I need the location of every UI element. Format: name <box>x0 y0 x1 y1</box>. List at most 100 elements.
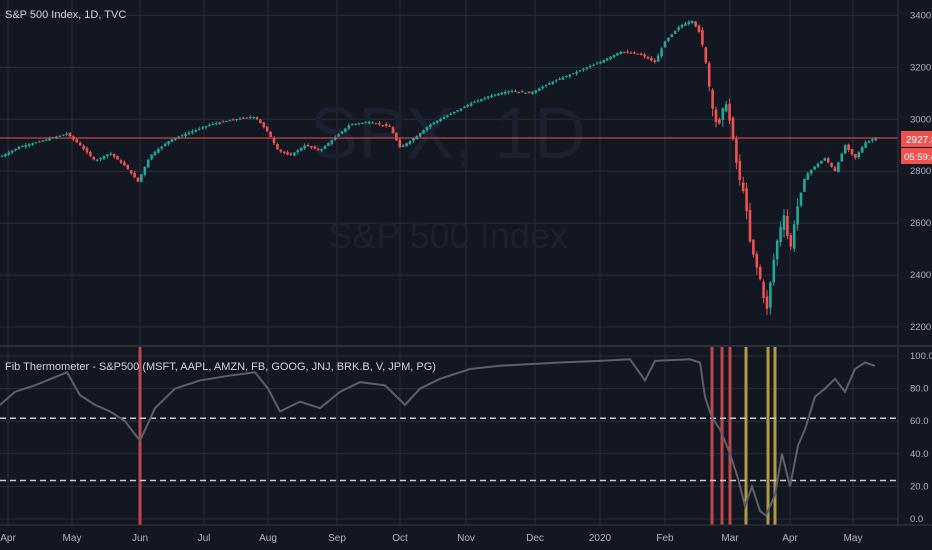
red-signal-bar <box>138 347 142 525</box>
candle-body <box>286 152 289 155</box>
candle-body <box>752 239 755 255</box>
candle-body <box>843 145 847 154</box>
candle-body <box>602 60 606 63</box>
candle-body <box>452 111 456 114</box>
candle-body <box>673 30 677 34</box>
candle-body <box>238 118 242 120</box>
candle-body <box>418 132 422 137</box>
time-tick-label: Feb <box>656 533 674 544</box>
candle-body <box>282 151 286 154</box>
candle-body <box>840 153 844 162</box>
candle-body <box>221 121 225 123</box>
candle-body <box>826 158 830 163</box>
time-tick-label: Dec <box>526 533 544 544</box>
candle-body <box>687 21 691 25</box>
candle-body <box>714 109 718 122</box>
candle-body <box>228 120 232 122</box>
candle-body <box>289 153 293 155</box>
candle-body <box>503 91 507 94</box>
price-tick-label: 2400.0 <box>910 270 932 281</box>
candle-body <box>599 61 602 64</box>
candle-body <box>850 149 854 155</box>
candle-body <box>520 91 524 93</box>
candle-body <box>129 170 133 174</box>
pane-divider[interactable] <box>0 345 932 347</box>
price-tick-label: 3400.0 <box>910 10 932 21</box>
candle-body <box>469 103 473 106</box>
osc-tick-label: 40.0 <box>910 449 929 460</box>
red-signal-bar <box>728 347 732 525</box>
candle-body <box>622 51 626 53</box>
candle-body <box>361 122 364 124</box>
candle-body <box>401 145 405 148</box>
candle-body <box>769 282 772 308</box>
candle-body <box>276 144 279 150</box>
symbol-label[interactable]: S&P 500 Index, 1D, TVC <box>5 9 126 21</box>
candle-body <box>646 57 650 59</box>
oscillator-axis[interactable]: 0.0 20.0 40.0 60.0 80.0 100.0 <box>897 347 932 525</box>
candle-body <box>823 158 827 161</box>
price-tick-label: 2200.0 <box>910 322 932 333</box>
candle-body <box>374 123 378 125</box>
candle-body <box>14 148 17 151</box>
candle-body <box>626 51 629 53</box>
candle-body <box>119 160 123 163</box>
candle-body <box>323 146 327 149</box>
candle-body <box>231 119 235 121</box>
candle-body <box>711 90 714 109</box>
candle-body <box>731 117 735 140</box>
time-axis[interactable]: Apr May Jun Jul Aug Sep Oct Nov Dec 2020 Feb Mar Apr… <box>0 524 932 544</box>
candle-body <box>476 100 480 102</box>
price-axis[interactable]: 2200.0 2400.0 2600.0 2800.0 3000.0 3200.0 3400… <box>897 0 932 345</box>
candle-body <box>806 173 810 180</box>
time-tick-label: May <box>63 533 82 544</box>
candle-body <box>517 91 521 93</box>
candle-body <box>639 53 643 55</box>
candle-body <box>629 52 633 54</box>
candle-body <box>395 133 398 141</box>
candle-body <box>126 164 130 170</box>
candle-body <box>163 143 167 147</box>
candle-body <box>354 123 357 125</box>
candle-body <box>656 55 660 62</box>
candle-body <box>4 154 7 157</box>
candle-body <box>619 51 623 54</box>
candle-body <box>486 96 490 99</box>
countdown-label: 05:59:46 <box>904 152 932 163</box>
osc-tick-label: 0.0 <box>910 514 923 525</box>
candle-body <box>95 159 99 161</box>
candle-body <box>864 142 867 148</box>
osc-tick-label: 60.0 <box>910 416 929 427</box>
yellow-signal-bar <box>773 347 777 525</box>
candle-body <box>82 145 85 149</box>
candle-body <box>554 80 558 82</box>
candle-body <box>279 149 283 152</box>
candle-body <box>874 138 878 141</box>
candle-body <box>588 66 592 68</box>
price-tick-label: 3200.0 <box>910 62 932 73</box>
candle-body <box>48 138 51 141</box>
candle-body <box>136 177 140 182</box>
osc-tick-label: 20.0 <box>910 481 929 492</box>
candle-body <box>670 34 674 38</box>
indicator-title[interactable]: Fib Thermometer - S&P500 (MSFT, AAPL, AM… <box>5 361 436 373</box>
candle-body <box>762 281 765 298</box>
candle-body <box>867 140 871 143</box>
candle-body <box>194 129 198 132</box>
candle-body <box>7 152 11 155</box>
candle-body <box>61 134 65 136</box>
price-candles <box>0 20 878 315</box>
time-tick-label: Apr <box>0 533 16 544</box>
candle-body <box>140 174 143 182</box>
candle-body <box>337 134 340 137</box>
candle-body <box>245 117 249 119</box>
candle-body <box>633 52 636 54</box>
candle-body <box>170 139 174 142</box>
candle-body <box>531 92 534 94</box>
candle-body <box>160 146 164 149</box>
candle-body <box>772 259 776 283</box>
candle-body <box>214 123 218 125</box>
time-tick-label: Aug <box>259 533 277 544</box>
candle-body <box>296 150 300 153</box>
